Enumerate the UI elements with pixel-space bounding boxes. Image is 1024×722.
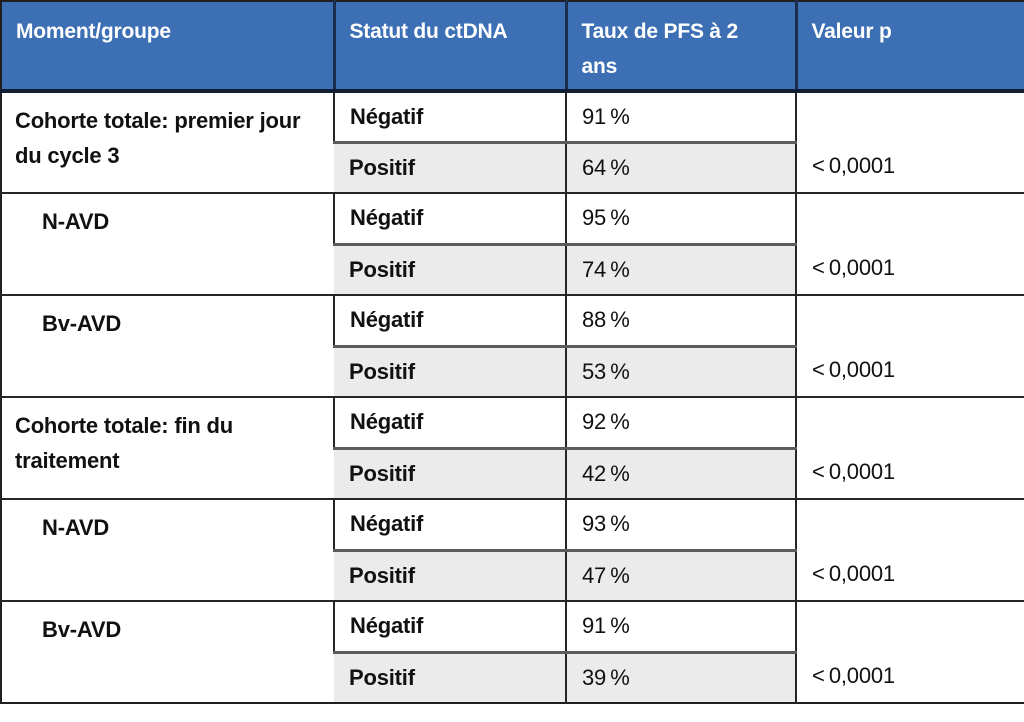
moment-cell: Bv-AVD [1, 600, 334, 703]
taux-negatif-cell: 91 % [565, 600, 796, 652]
valeur-p-cell: < 0,0001 [795, 90, 1024, 193]
taux-positif-cell: 53 % [565, 344, 796, 397]
ctdna-pfs-results-table: Moment/groupe Statut du ctDNA Taux de PF… [0, 0, 1024, 704]
taux-positif-cell: 64 % [565, 140, 796, 193]
col-header-statut-ctdna: Statut du ctDNA [332, 1, 566, 93]
col-header-moment-groupe: Moment/groupe [1, 1, 334, 93]
valeur-p-cell: < 0,0001 [795, 396, 1024, 499]
table-row: Bv-AVD Négatif 91 % < 0,0001 [1, 600, 1024, 703]
statut-positif-cell: Positif [334, 548, 566, 601]
valeur-p-cell: < 0,0001 [795, 498, 1024, 601]
statut-positif-cell: Positif [334, 650, 566, 703]
taux-positif-cell: 42 % [565, 446, 796, 499]
taux-positif-cell: 47 % [565, 548, 796, 601]
statut-positif-cell: Positif [334, 446, 566, 499]
moment-cell: N-AVD [1, 192, 334, 295]
taux-positif-cell: 39 % [565, 650, 796, 703]
table-row: Positif 39 % [1, 650, 1024, 703]
taux-negatif-cell: 91 % [565, 90, 796, 142]
table-row: N-AVD Négatif 95 % < 0,0001 [1, 192, 1024, 295]
statut-positif-cell: Positif [334, 140, 566, 193]
header-row: Moment/groupe Statut du ctDNA Taux de PF… [1, 1, 1024, 93]
taux-negatif-cell: 95 % [565, 192, 796, 244]
statut-negatif-cell: Négatif [333, 192, 566, 244]
valeur-p-cell: < 0,0001 [795, 192, 1024, 295]
moment-cell: Bv-AVD [1, 294, 334, 397]
moment-cell: N-AVD [1, 498, 334, 601]
statut-negatif-cell: Négatif [333, 498, 566, 550]
moment-cell: Cohorte totale: premier jour du cycle 3 [1, 90, 334, 193]
table-row: Positif 47 % [1, 548, 1024, 601]
taux-negatif-cell: 88 % [565, 294, 796, 346]
table-row: Positif 53 % [1, 344, 1024, 397]
table-row: Positif 42 % [1, 446, 1024, 499]
taux-positif-cell: 74 % [565, 242, 796, 295]
table-row: Cohorte totale: premier jour du cycle 3 … [1, 90, 1024, 193]
statut-negatif-cell: Négatif [333, 294, 566, 346]
table-row: Bv-AVD Négatif 88 % < 0,0001 [1, 294, 1024, 397]
statut-negatif-cell: Négatif [333, 90, 566, 142]
valeur-p-cell: < 0,0001 [795, 600, 1024, 703]
taux-negatif-cell: 93 % [565, 498, 796, 550]
statut-positif-cell: Positif [334, 344, 566, 397]
col-header-taux-pfs: Taux de PFS à 2 ans [564, 1, 796, 93]
valeur-p-cell: < 0,0001 [795, 294, 1024, 397]
statut-negatif-cell: Négatif [333, 600, 566, 652]
col-header-taux-pfs-label: Taux de PFS à 2 ans [581, 20, 739, 78]
col-header-valeur-p: Valeur p [794, 1, 1024, 93]
statut-negatif-cell: Négatif [333, 396, 566, 448]
table-row: N-AVD Négatif 93 % < 0,0001 [1, 498, 1024, 601]
taux-negatif-cell: 92 % [565, 396, 796, 448]
table-row: Positif 64 % [1, 140, 1024, 193]
table-row: Cohorte totale: fin du traitement Négati… [1, 396, 1024, 499]
statut-positif-cell: Positif [334, 242, 566, 295]
moment-cell: Cohorte totale: fin du traitement [1, 396, 334, 499]
table-row: Positif 74 % [1, 242, 1024, 295]
